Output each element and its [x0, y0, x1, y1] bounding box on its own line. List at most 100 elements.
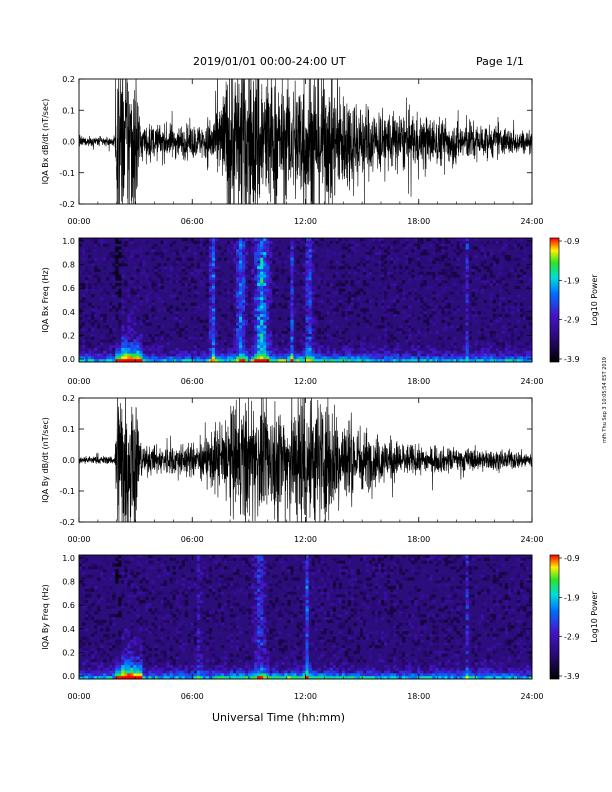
by_spectrogram-cell — [85, 650, 89, 654]
bx_spectrogram-cell — [106, 243, 110, 247]
bx_spectrogram-cell — [175, 263, 179, 267]
bx_spectrogram-cell — [447, 336, 451, 340]
by_spectrogram-cell — [233, 566, 237, 570]
bx_spectrogram-cell — [254, 266, 258, 270]
bx_spectrogram-cell — [381, 260, 385, 264]
by_spectrogram-cell — [109, 664, 113, 669]
by_spectrogram-cell — [130, 580, 134, 584]
bx_spectrogram-cell — [528, 347, 533, 352]
bx_spectrogram-cell — [350, 294, 355, 298]
bx_spectrogram-cell — [483, 277, 487, 281]
bx_spectrogram-cell — [323, 356, 327, 360]
bx_spectrogram-cell — [302, 246, 306, 250]
bx_spectrogram-cell — [498, 240, 503, 244]
bx_spectrogram-cell — [344, 308, 349, 312]
by_spectrogram-cell — [245, 664, 249, 669]
bx_spectrogram-cell — [208, 350, 213, 354]
bx_spectrogram-cell — [88, 283, 92, 287]
bx_spectrogram-cell — [420, 271, 424, 275]
bx_spectrogram-cell — [160, 238, 164, 242]
bx_spectrogram-cell — [121, 243, 125, 247]
bx_spectrogram-cell — [501, 345, 506, 349]
bx_spectrogram-cell — [272, 356, 276, 360]
by_spectrogram-cell — [166, 662, 170, 666]
bx_spectrogram-cell — [408, 322, 412, 326]
bx_spectrogram-cell — [359, 356, 364, 360]
by_spectrogram-cell — [166, 602, 170, 607]
by_spectrogram-cell — [124, 645, 128, 649]
by_spectrogram-cell — [163, 676, 167, 680]
by_spectrogram-cell — [233, 555, 237, 559]
bx_spectrogram-cell — [390, 246, 394, 250]
by_spectrogram-cell — [181, 574, 185, 578]
bx_spectrogram-cell — [471, 288, 475, 292]
by_spectrogram-cell — [178, 622, 182, 626]
by_spectrogram-cell — [91, 566, 95, 570]
by_spectrogram-cell — [88, 557, 92, 561]
by_spectrogram-cell — [230, 667, 234, 671]
bx_spectrogram-cell — [242, 314, 246, 318]
by_spectrogram-cell — [236, 602, 240, 607]
bx_spectrogram-cell — [477, 347, 481, 352]
bx_spectrogram-cell — [290, 328, 294, 332]
bx_spectrogram-cell — [441, 356, 445, 360]
bx_spectrogram-cell — [166, 238, 170, 242]
bx_spectrogram-cell — [199, 339, 204, 343]
bx_spectrogram-cell — [211, 345, 216, 349]
by_spectrogram-cell — [88, 664, 92, 669]
bx_spectrogram-cell — [97, 359, 101, 363]
bx_spectrogram-cell — [429, 347, 433, 352]
bx_spectrogram-cell — [109, 353, 113, 357]
by_spectrogram-cell — [230, 614, 234, 618]
bx_spectrogram-cell — [254, 345, 258, 349]
bx_spectrogram-cell — [242, 339, 246, 343]
bx_spectrogram-cell — [230, 294, 234, 298]
bx_spectrogram-cell — [390, 240, 394, 244]
by_spectrogram-cell — [121, 574, 125, 578]
by_spectrogram-cell — [184, 673, 189, 677]
bx_spectrogram-cell — [429, 331, 433, 335]
bx_spectrogram-cell — [356, 353, 361, 357]
bx_spectrogram-cell — [242, 345, 246, 349]
bx_spectrogram-cell — [305, 316, 309, 321]
bx_spectrogram-cell — [374, 353, 379, 357]
by_spectrogram-cell — [196, 557, 201, 561]
by_spectrogram-cell — [163, 600, 167, 604]
bx_spectrogram-cell — [217, 280, 222, 284]
bx_spectrogram-cell — [196, 294, 201, 298]
bx_spectrogram-cell — [444, 356, 448, 360]
by_spectrogram-cell — [160, 591, 164, 595]
bx_spectrogram-cell — [239, 249, 243, 253]
bx_spectrogram-cell — [444, 350, 448, 354]
bx_spectrogram-cell — [293, 311, 297, 315]
bx_spectrogram-cell — [245, 238, 249, 242]
bx_spectrogram-cell — [365, 314, 370, 318]
bx_spectrogram-cell — [381, 238, 385, 242]
bx_spectrogram-cell — [254, 263, 258, 267]
by_spectrogram-cell — [230, 628, 234, 632]
bx_spectrogram-cell — [196, 291, 201, 295]
bx_spectrogram-cell — [157, 269, 161, 273]
by_spectrogram-cell — [91, 574, 95, 578]
by_spectrogram-cell — [214, 667, 219, 671]
bx_spectrogram-cell — [272, 328, 276, 332]
bx_spectrogram-cell — [486, 359, 491, 363]
by_spectrogram-cell — [136, 670, 140, 674]
bx_spectrogram-cell — [245, 288, 249, 292]
bx_spectrogram-cell — [420, 280, 424, 284]
bx_spectrogram-cell — [317, 316, 321, 321]
bx_spectrogram-cell — [435, 328, 439, 332]
bx_spectrogram-cell — [507, 291, 512, 295]
by_spectrogram-cell — [82, 560, 86, 564]
bx_spectrogram-x-tick-label: 18:00 — [407, 377, 430, 386]
bx_spectrogram-cell — [257, 300, 261, 304]
bx_spectrogram-cell — [257, 257, 261, 261]
bx_spectrogram-cell — [145, 342, 149, 346]
by_spectrogram-cell — [245, 577, 249, 581]
bx_spectrogram-cell — [296, 283, 300, 287]
bx_spectrogram-cell — [344, 294, 349, 298]
by_spectrogram-cell — [100, 566, 104, 570]
by_spectrogram-cell — [172, 619, 176, 623]
by_spectrogram-cell — [121, 591, 125, 595]
bx_spectrogram-cell — [260, 285, 264, 290]
